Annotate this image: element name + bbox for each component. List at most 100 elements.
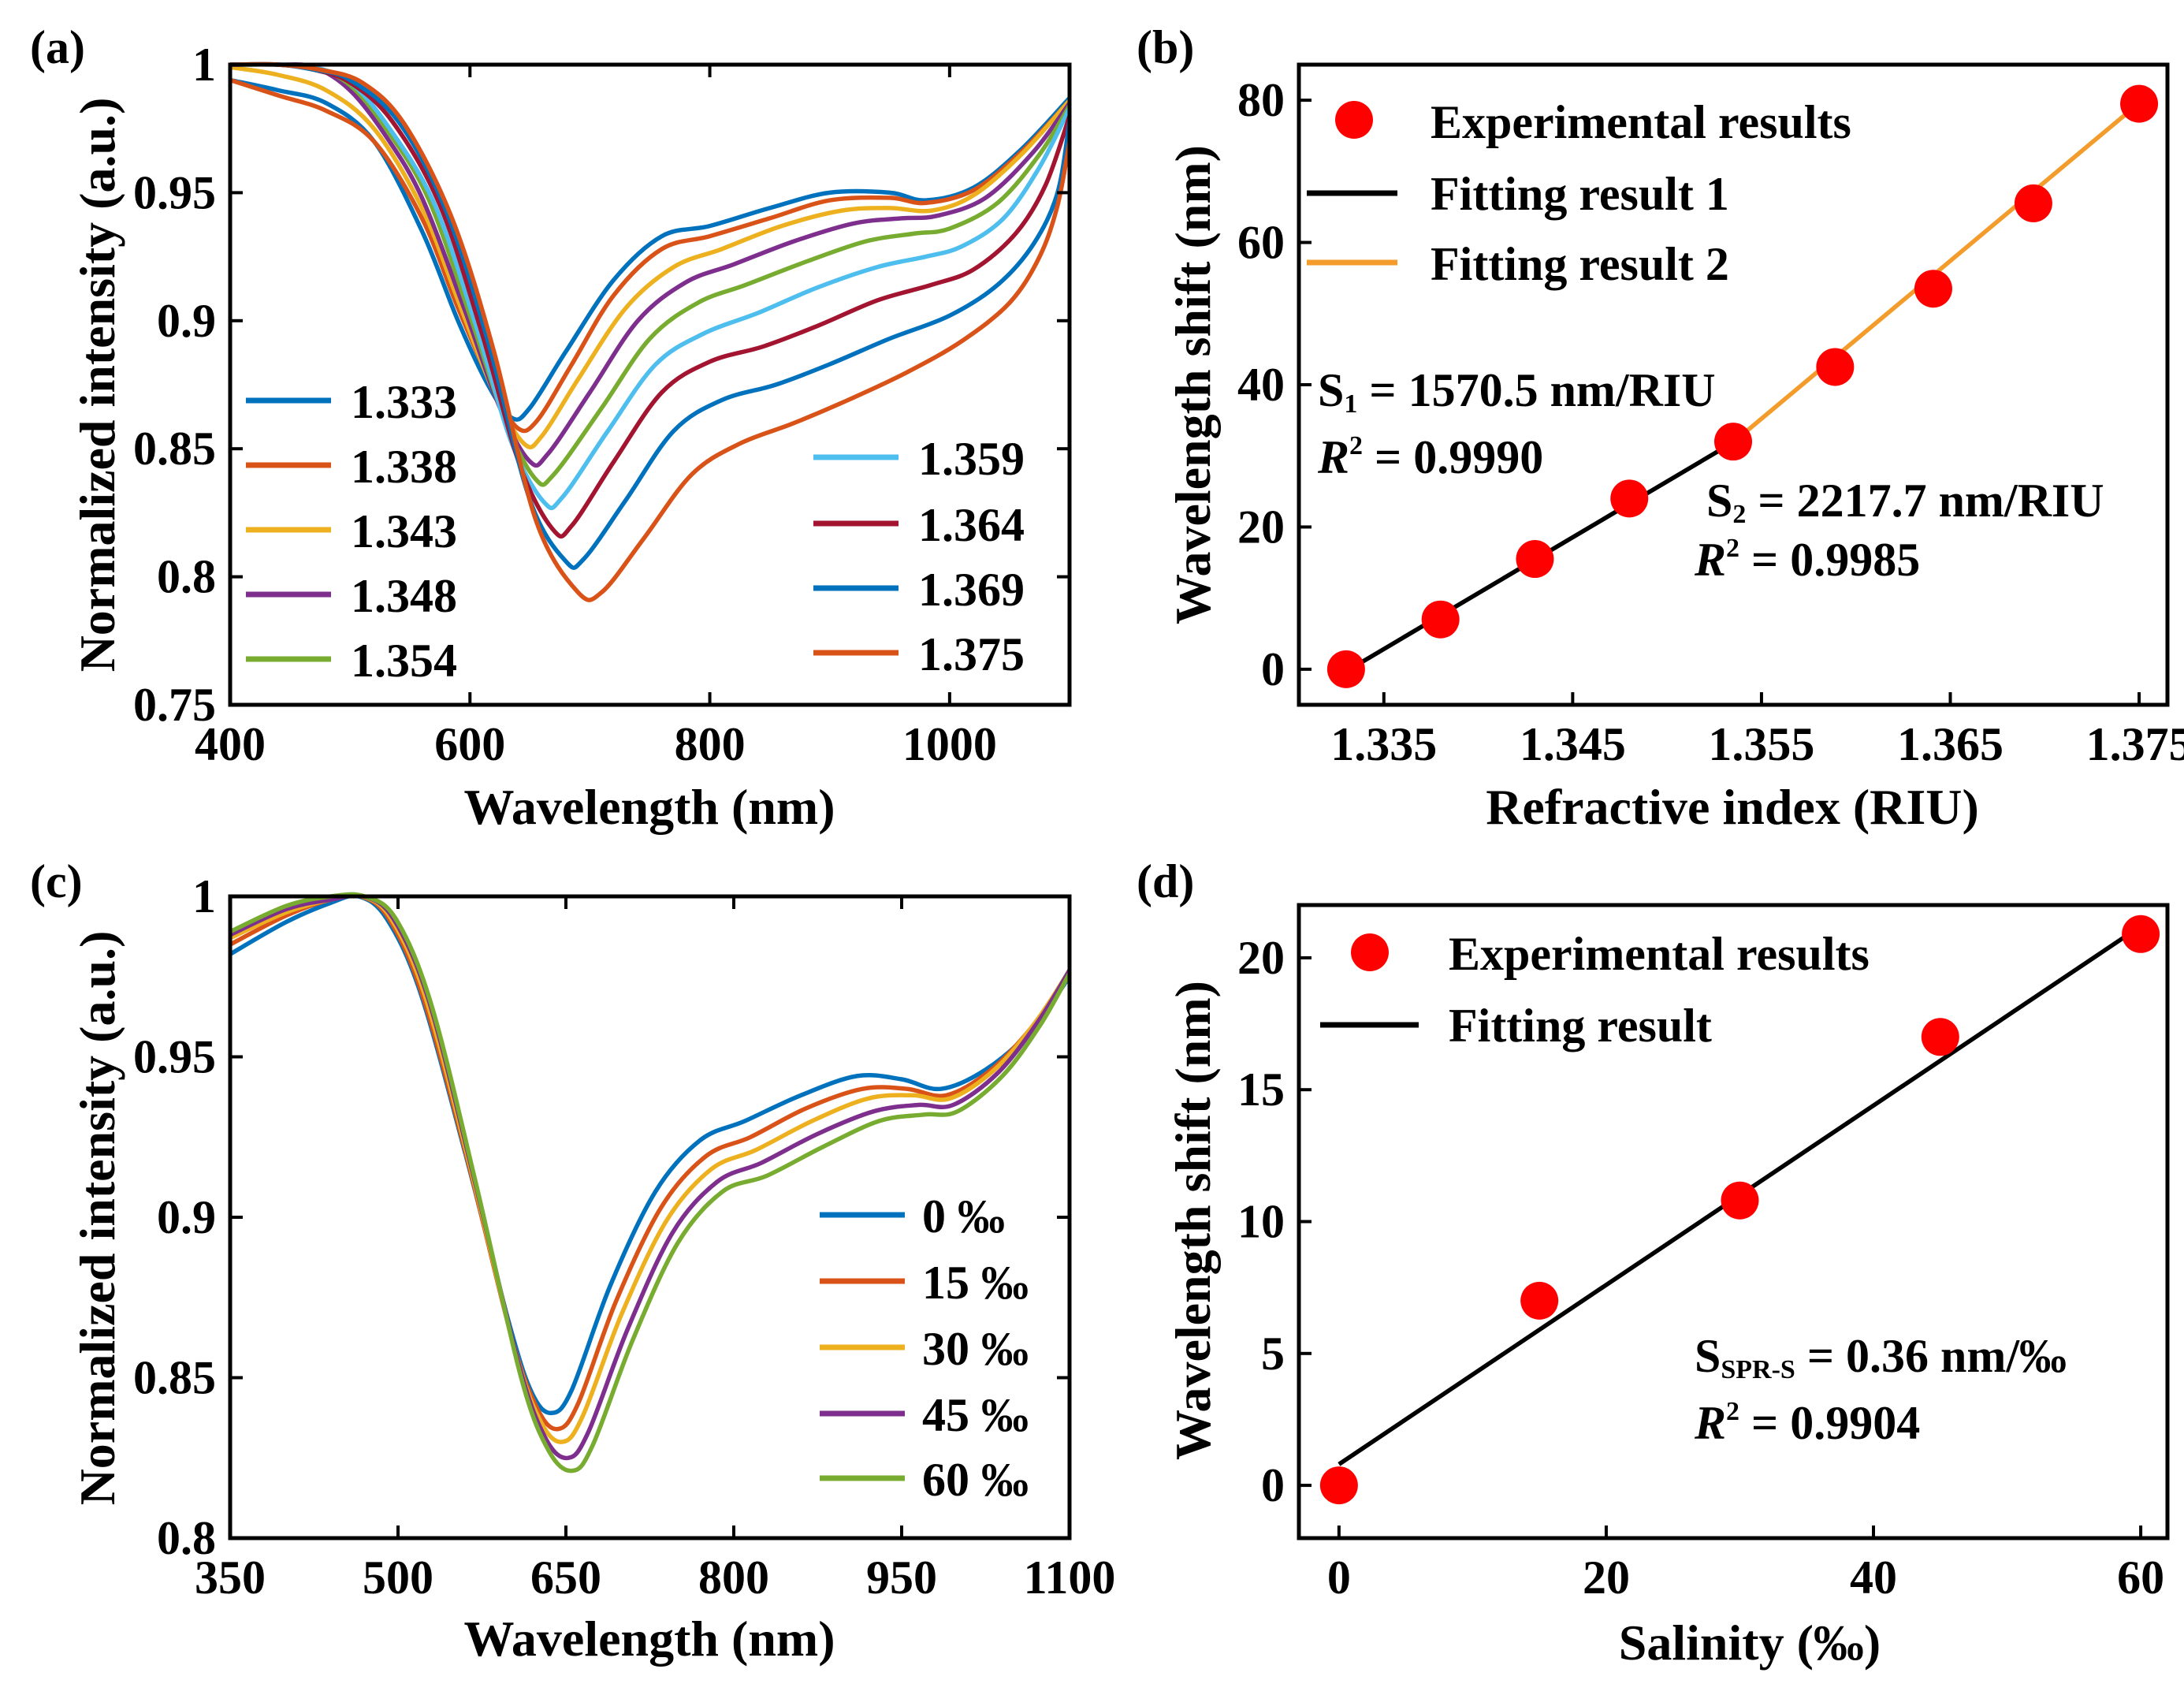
legend-entry: 60 ‰ [820, 1454, 1029, 1506]
x-tick-label: 800 [675, 718, 746, 770]
legend-entry: 1.369 [813, 564, 1025, 616]
y-tick-label: 0 [1261, 1459, 1285, 1511]
legend-marker [1351, 933, 1389, 971]
x-ticks-b: 1.335 1.345 1.355 1.365 1.375 [1330, 692, 2184, 770]
data-point [1520, 1281, 1559, 1320]
x-tick-label: 1000 [902, 718, 997, 770]
x-tick-label: 1.375 [2086, 718, 2184, 770]
data-point [1319, 1466, 1358, 1505]
y-tick-label: 1 [192, 39, 216, 91]
legend-label: 45 ‰ [922, 1389, 1029, 1441]
x-tick-label: 800 [698, 1552, 769, 1604]
y-tick-label: 20 [1237, 932, 1285, 984]
y-tick-label: 20 [1237, 501, 1285, 553]
y-tick-label: 5 [1261, 1328, 1285, 1380]
data-point [1516, 540, 1554, 579]
r-squared-annotation-2: R2 = 0.9985 [1694, 534, 1920, 586]
x-tick-label: 60 [2117, 1552, 2164, 1604]
panel-label-b: (b) [1137, 21, 1194, 73]
legend-entry: 1.343 [246, 505, 457, 557]
data-point [1714, 423, 1752, 461]
data-point [1610, 479, 1649, 518]
data-point [1816, 348, 1855, 386]
y-axis-label-b: Wavelength shift (nm) [1165, 145, 1221, 624]
y-tick-label: 0.75 [133, 679, 216, 731]
x-tick-label: 1.335 [1330, 718, 1437, 770]
x-tick-label: 1.345 [1520, 718, 1626, 770]
spectrum-line [229, 77, 1072, 434]
r-squared-annotation-1: R2 = 0.9990 [1317, 431, 1543, 483]
x-ticks-c: 350 500 650 800 950 1100 [195, 896, 1115, 1604]
legend-label: 1.338 [351, 441, 457, 493]
data-point [2122, 915, 2160, 953]
legend-label: 1.343 [351, 505, 457, 557]
data-points-d [1319, 915, 2160, 1505]
x-tick-label: 40 [1850, 1552, 1897, 1604]
x-axis-label-b: Refractive index (RIU) [1486, 779, 1979, 835]
y-tick-label: 0.95 [133, 1031, 216, 1083]
legend-entry: 1.354 [246, 635, 457, 687]
panel-a: (a) 1.333 1.338 1.343 1.348 1.354 [30, 21, 1072, 835]
x-ticks-d: 0 20 40 60 [1327, 1526, 2164, 1604]
legend-label: Experimental results [1431, 96, 1851, 148]
legend-label: 0 ‰ [922, 1190, 1005, 1242]
panel-b: (b) 1.335 1.345 1.355 1.365 1.375 020406080 … [1137, 21, 2184, 835]
legend-label: Experimental results [1449, 928, 1870, 980]
panel-c: (c) 0 ‰ 15 ‰ 30 ‰ 45 ‰ 60 ‰ [30, 855, 1115, 1667]
spectrum-line [229, 61, 1072, 602]
data-point [1921, 1018, 1959, 1056]
y-tick-label: 0.9 [157, 295, 216, 347]
x-axis-label-a: Wavelength (nm) [463, 779, 835, 835]
legend-entry: 30 ‰ [820, 1323, 1029, 1375]
spectra-curves-c [229, 892, 1072, 1473]
y-axis-label-a: Normalized intensity (a.u.) [69, 98, 125, 672]
legend-label: 1.354 [351, 635, 457, 687]
sensitivity-annotation-1: S1 = 1570.5 nm/RIU [1318, 364, 1716, 419]
y-tick-label: 0.9 [157, 1191, 216, 1243]
legend-label: 1.369 [918, 564, 1025, 616]
legend-entry: 15 ‰ [820, 1257, 1029, 1309]
x-tick-label: 1.365 [1897, 718, 2004, 770]
x-tick-label: 350 [195, 1552, 266, 1604]
x-tick-label: 500 [363, 1552, 433, 1604]
panel-label-d: (d) [1137, 855, 1194, 907]
legend-label: 1.359 [918, 433, 1025, 485]
x-tick-label: 400 [195, 718, 266, 770]
x-tick-label: 20 [1583, 1552, 1630, 1604]
x-axis-label-c: Wavelength (nm) [463, 1611, 835, 1667]
x-tick-label: 1100 [1024, 1552, 1116, 1604]
legend-a: 1.333 1.338 1.343 1.348 1.354 1.359 [246, 376, 1025, 687]
legend-label: Fitting result [1449, 1000, 1712, 1052]
y-tick-label: 40 [1237, 359, 1285, 411]
y-tick-label: 0.8 [157, 1512, 216, 1564]
sensitivity-annotation: SSPR-S = 0.36 nm/‰ [1695, 1330, 2067, 1384]
axes-frame-a [228, 62, 1072, 707]
y-tick-label: 80 [1237, 74, 1285, 126]
x-tick-label: 0 [1327, 1552, 1351, 1604]
legend-entry: 0 ‰ [820, 1190, 1005, 1242]
panel-label-c: (c) [30, 855, 83, 907]
sensitivity-annotation-2: S2 = 2217.7 nm/RIU [1706, 475, 2104, 529]
axes-frame-d [1297, 903, 2170, 1540]
y-ticks-a: 0.75 0.8 0.85 0.9 0.95 1 [133, 39, 1070, 731]
x-ticks-a: 400 600 800 1000 [195, 65, 997, 770]
x-tick-label: 950 [866, 1552, 937, 1604]
y-tick-label: 0.95 [133, 166, 216, 218]
legend-label: 1.348 [351, 570, 457, 622]
panel-label-a: (a) [30, 21, 85, 73]
legend-entry: 1.333 [246, 376, 457, 428]
legend-label: Fitting result 2 [1431, 238, 1729, 290]
legend-d: Experimental results Fitting result [1320, 928, 1870, 1052]
legend-entry: 1.364 [813, 499, 1025, 551]
spectrum-line [229, 61, 1072, 539]
y-tick-label: 15 [1237, 1064, 1285, 1116]
spectrum-line [229, 62, 1072, 468]
y-tick-label: 0.85 [133, 1352, 216, 1404]
legend-label: 15 ‰ [922, 1257, 1029, 1309]
legend-entry: 1.338 [246, 441, 457, 493]
legend-label: 1.333 [351, 376, 457, 428]
panel-d: (d) 0 20 40 60 0 5 10 15 20 Experimental result… [1137, 855, 2170, 1671]
spectrum-line [229, 61, 1072, 570]
legend-label: 1.364 [918, 499, 1025, 551]
